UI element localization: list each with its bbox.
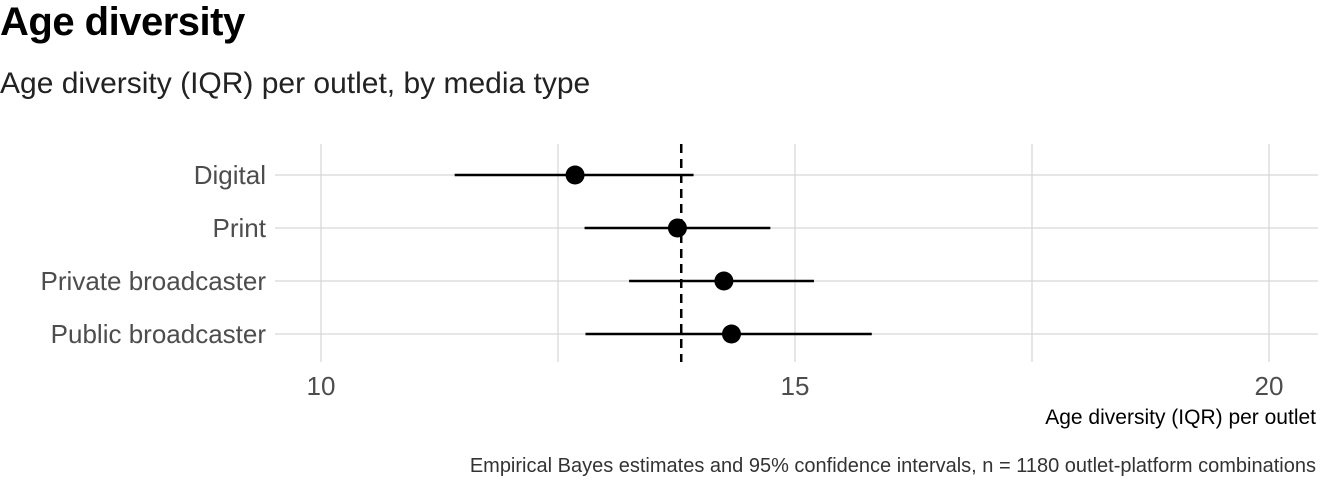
- x-axis-label: Age diversity (IQR) per outlet: [1045, 406, 1316, 429]
- x-tick-label: 20: [1255, 371, 1284, 401]
- chart-caption: Empirical Bayes estimates and 95% confid…: [469, 455, 1316, 477]
- x-tick-label: 10: [307, 371, 336, 401]
- category-label: Public broadcaster: [51, 319, 267, 349]
- confidence-intervals: [454, 173, 872, 336]
- x-tick-label: 15: [781, 371, 810, 401]
- category-label: Print: [213, 213, 267, 243]
- x-tick-labels: 10 15 20: [307, 371, 1284, 401]
- category-labels: Digital Print Private broadcaster Public br…: [41, 160, 267, 349]
- estimate-point: [565, 165, 585, 185]
- estimate-point: [667, 218, 687, 238]
- chart-title: Age diversity: [0, 0, 245, 44]
- estimate-point: [714, 271, 734, 291]
- category-label: Private broadcaster: [41, 266, 267, 296]
- grid-lines: [275, 144, 1318, 362]
- estimate-point: [721, 324, 741, 344]
- chart-subtitle: Age diversity (IQR) per outlet, by media…: [0, 67, 591, 100]
- category-label: Digital: [194, 160, 266, 190]
- estimate-points: [565, 165, 741, 344]
